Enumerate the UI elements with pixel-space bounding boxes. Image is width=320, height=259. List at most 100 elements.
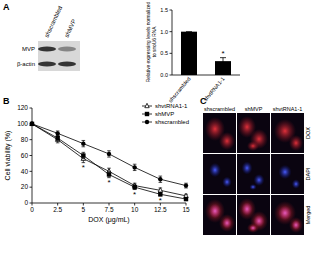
micrograph bbox=[203, 195, 236, 235]
band bbox=[58, 61, 76, 66]
point bbox=[81, 141, 85, 145]
error-bar bbox=[223, 58, 224, 65]
x-tick-label: 15 bbox=[182, 206, 190, 213]
micrograph-bg bbox=[237, 154, 270, 194]
y-tick-label: 120 bbox=[17, 104, 28, 111]
micrograph-bg bbox=[203, 195, 236, 235]
y-tick-label: 0.0 bbox=[160, 72, 168, 78]
x-tick-label: 10 bbox=[131, 206, 139, 213]
nucleus bbox=[254, 174, 265, 186]
error-cap bbox=[133, 164, 137, 165]
annotation: * bbox=[107, 178, 110, 187]
row-label: Merged bbox=[305, 206, 311, 225]
error-cap bbox=[159, 176, 163, 177]
lane-label: shMVP bbox=[63, 18, 77, 38]
series-line bbox=[32, 124, 186, 186]
column-label: shscrambled bbox=[204, 106, 235, 112]
y-tick-label: 60 bbox=[21, 152, 29, 159]
micrograph-bg bbox=[237, 195, 270, 235]
y-tick bbox=[30, 187, 33, 188]
cell bbox=[219, 214, 235, 232]
x-tick-label: 7.5 bbox=[104, 206, 113, 213]
y-tick bbox=[30, 155, 33, 156]
point bbox=[55, 131, 59, 135]
y-tick-label: 1.5 bbox=[160, 7, 168, 13]
band bbox=[58, 46, 76, 51]
legend-marker bbox=[145, 103, 149, 107]
cell bbox=[289, 217, 303, 233]
y-tick-label: 100 bbox=[17, 120, 28, 127]
micrograph bbox=[271, 113, 304, 153]
figure: ABCshscrambledshMVPMVPβ-actin0.00.51.01.… bbox=[0, 0, 320, 259]
x-tick-label: shscrambled bbox=[167, 76, 192, 104]
series-line bbox=[32, 124, 186, 199]
nucleus bbox=[278, 206, 291, 220]
blot-membrane bbox=[38, 41, 80, 71]
micrograph-bg bbox=[237, 113, 270, 153]
nucleus bbox=[222, 218, 232, 229]
bar bbox=[181, 32, 197, 75]
legend: shvtRNA1-1shMVPshscrambled bbox=[142, 103, 189, 125]
micrograph-bg bbox=[271, 154, 304, 194]
series-line bbox=[32, 124, 186, 196]
y-axis-label: Relative expressing levels normalizedto … bbox=[146, 2, 157, 83]
y-tick bbox=[30, 171, 33, 172]
error-cap bbox=[82, 158, 86, 159]
y-axis-label-line: Relative expressing levels normalized bbox=[146, 2, 151, 83]
micrograph-bg bbox=[203, 154, 236, 194]
error-cap bbox=[82, 146, 86, 147]
nucleus bbox=[209, 204, 221, 218]
nucleus bbox=[292, 179, 300, 189]
annotation: * bbox=[133, 190, 136, 199]
x-tick-label: 5 bbox=[82, 206, 86, 213]
error-cap bbox=[107, 157, 111, 158]
micrograph bbox=[237, 154, 270, 194]
band-label: β-actin bbox=[17, 61, 35, 67]
error-cap bbox=[186, 31, 192, 32]
y-tick-label: 0.5 bbox=[160, 50, 168, 56]
bars bbox=[181, 32, 231, 75]
y-tick-label: 0 bbox=[24, 199, 28, 206]
x-tick-label: shvtRNA1-1 bbox=[202, 76, 226, 103]
error-cap bbox=[56, 142, 60, 143]
error-cap bbox=[82, 152, 86, 153]
plot bbox=[30, 121, 188, 201]
annotation: * bbox=[159, 196, 162, 205]
row-label: DAPI bbox=[305, 167, 311, 180]
micrograph bbox=[203, 154, 236, 194]
micrograph-bg bbox=[271, 195, 304, 235]
legend-marker bbox=[145, 112, 149, 116]
nucleus bbox=[209, 163, 221, 177]
point bbox=[81, 153, 85, 157]
point bbox=[30, 122, 34, 126]
y-tick bbox=[170, 53, 173, 54]
nucleus bbox=[222, 177, 232, 188]
micrograph-bg bbox=[203, 113, 236, 153]
cell bbox=[247, 141, 259, 151]
y-tick bbox=[170, 10, 173, 11]
point bbox=[158, 188, 162, 192]
annotation: * bbox=[82, 163, 85, 172]
micrograph bbox=[237, 113, 270, 153]
band bbox=[38, 46, 56, 51]
micrograph-bg bbox=[271, 113, 304, 153]
row-label: DOX bbox=[305, 127, 311, 139]
x-tick-label: 12.5 bbox=[154, 206, 167, 213]
y-axis bbox=[172, 10, 173, 75]
nucleus bbox=[249, 184, 256, 190]
legend-marker bbox=[145, 120, 149, 124]
legend-label: shMVP bbox=[155, 111, 174, 117]
y-axis-label: Cell viability (%) bbox=[4, 131, 12, 181]
y-tick-label: 40 bbox=[21, 168, 29, 175]
point bbox=[107, 152, 111, 156]
micrograph bbox=[203, 113, 236, 153]
y-tick bbox=[170, 75, 173, 76]
column-label: shMVP bbox=[245, 106, 263, 112]
x-axis-label: DOX (μg/mL) bbox=[88, 216, 129, 224]
micrograph bbox=[271, 195, 304, 235]
y-axis-label-line: to snoU6 RNA bbox=[152, 26, 157, 57]
column-label: shvtRNA1-1 bbox=[273, 106, 303, 112]
band-label: MVP bbox=[22, 46, 35, 52]
y-tick-label: 20 bbox=[21, 183, 29, 190]
y-tick-label: 80 bbox=[21, 136, 29, 143]
